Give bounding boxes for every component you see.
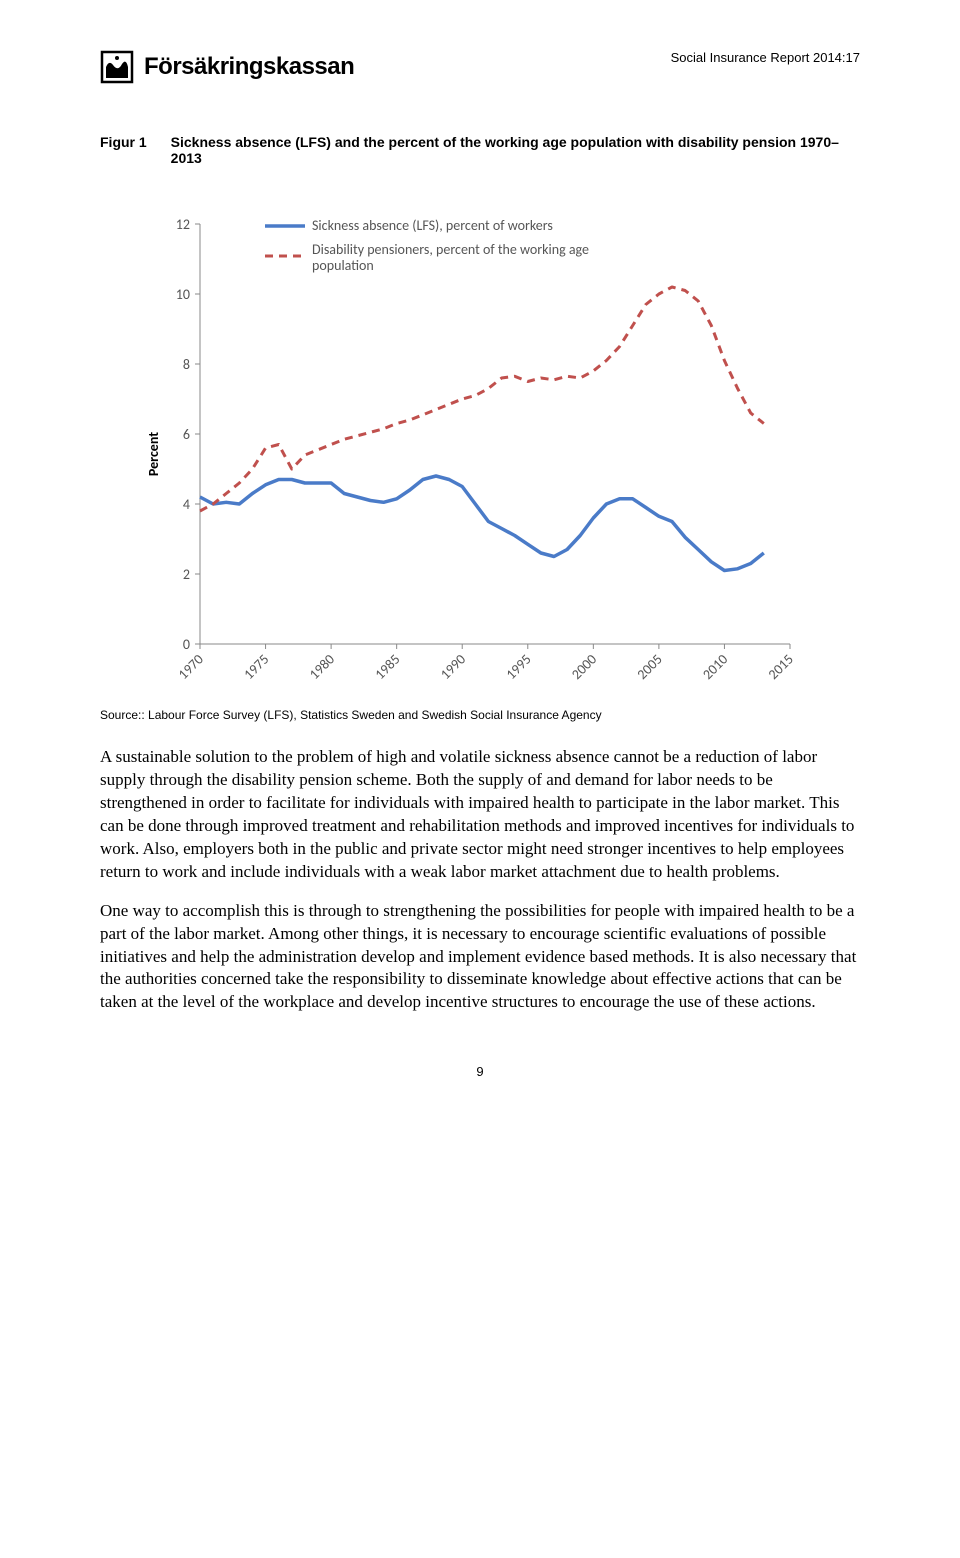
svg-text:2010: 2010 [699, 651, 731, 683]
legend-label-1-line2: population [312, 257, 374, 274]
series-disability [200, 287, 764, 511]
svg-text:2005: 2005 [634, 651, 666, 683]
svg-text:1995: 1995 [503, 651, 535, 683]
paragraph-1: A sustainable solution to the problem of… [100, 746, 860, 884]
figure-caption: Figur 1 Sickness absence (LFS) and the p… [100, 134, 860, 166]
svg-text:4: 4 [183, 496, 190, 513]
svg-text:1975: 1975 [240, 651, 272, 683]
brand-logo: Försäkringskassan [100, 50, 354, 84]
svg-text:2000: 2000 [568, 651, 600, 683]
line-chart: Sickness absence (LFS), percent of worke… [130, 184, 830, 694]
svg-text:1990: 1990 [437, 651, 469, 683]
report-tag: Social Insurance Report 2014:17 [671, 50, 860, 65]
svg-text:2015: 2015 [765, 651, 797, 683]
paragraph-2: One way to accomplish this is through to… [100, 900, 860, 1015]
y-ticks: 0 2 4 6 8 10 12 [176, 216, 200, 653]
svg-text:10: 10 [176, 286, 190, 303]
figure-title: Sickness absence (LFS) and the percent o… [171, 134, 860, 166]
brand-name: Försäkringskassan [144, 53, 354, 81]
page-number: 9 [100, 1064, 860, 1079]
body-text: A sustainable solution to the problem of… [100, 746, 860, 1014]
legend-label-1-line1: Disability pensioners, percent of the wo… [312, 241, 589, 258]
svg-text:1985: 1985 [371, 651, 403, 683]
svg-text:0: 0 [183, 636, 190, 653]
svg-text:8: 8 [183, 356, 190, 373]
x-ticks: 1970 1975 1980 1985 1990 1995 2000 2005 2010 2015 [175, 644, 797, 683]
svg-text:1980: 1980 [306, 651, 338, 683]
legend-label-0: Sickness absence (LFS), percent of worke… [312, 217, 553, 234]
series-sickness [200, 476, 764, 571]
figure-source: Source:: Labour Force Survey (LFS), Stat… [100, 708, 860, 722]
svg-text:1970: 1970 [175, 651, 207, 683]
y-axis-title: Percent [145, 432, 162, 476]
svg-text:12: 12 [176, 216, 190, 233]
svg-text:2: 2 [183, 566, 190, 583]
figure-label: Figur 1 [100, 134, 147, 166]
logo-icon [100, 50, 134, 84]
chart-legend: Sickness absence (LFS), percent of worke… [265, 217, 589, 274]
svg-text:6: 6 [183, 426, 190, 443]
